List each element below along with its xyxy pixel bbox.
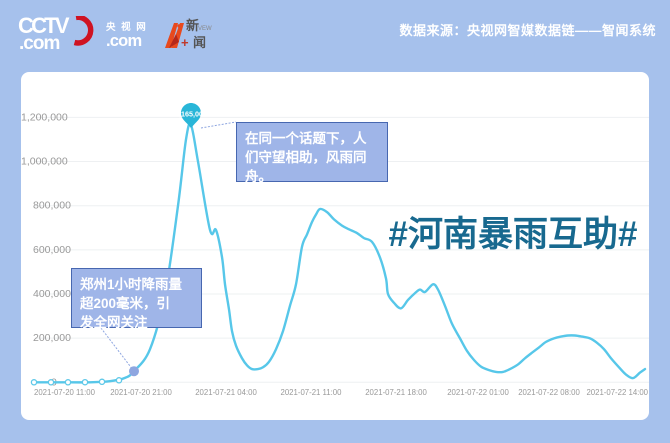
- svg-text:2021-07-21 04:00: 2021-07-21 04:00: [195, 388, 257, 397]
- svg-text:2021-07-20 21:00: 2021-07-20 21:00: [110, 388, 172, 397]
- svg-text:.com: .com: [106, 32, 141, 50]
- svg-text:2021-07-21 18:00: 2021-07-21 18:00: [365, 388, 427, 397]
- svg-text:1,165,000: 1,165,000: [175, 110, 207, 119]
- svg-text:VEW: VEW: [198, 26, 212, 32]
- svg-text:2021-07-21 11:00: 2021-07-21 11:00: [281, 388, 343, 397]
- svg-text:.com: .com: [19, 33, 59, 50]
- svg-text:1,200,000: 1,200,000: [21, 111, 68, 123]
- svg-text:200,000: 200,000: [33, 332, 71, 344]
- svg-text:800,000: 800,000: [33, 200, 71, 212]
- svg-text:+: +: [181, 35, 189, 50]
- svg-text:闻: 闻: [193, 35, 206, 50]
- svg-text:2021-07-20 11:00: 2021-07-20 11:00: [34, 388, 96, 397]
- svg-text:2021-07-22 08:00: 2021-07-22 08:00: [518, 388, 580, 397]
- svg-text:2021-07-22 14:00: 2021-07-22 14:00: [586, 388, 648, 397]
- svg-text:2021-07-22 01:00: 2021-07-22 01:00: [447, 388, 509, 397]
- svg-text:1,000,000: 1,000,000: [21, 156, 68, 168]
- svg-text:400,000: 400,000: [33, 288, 71, 300]
- svg-text:600,000: 600,000: [33, 244, 71, 256]
